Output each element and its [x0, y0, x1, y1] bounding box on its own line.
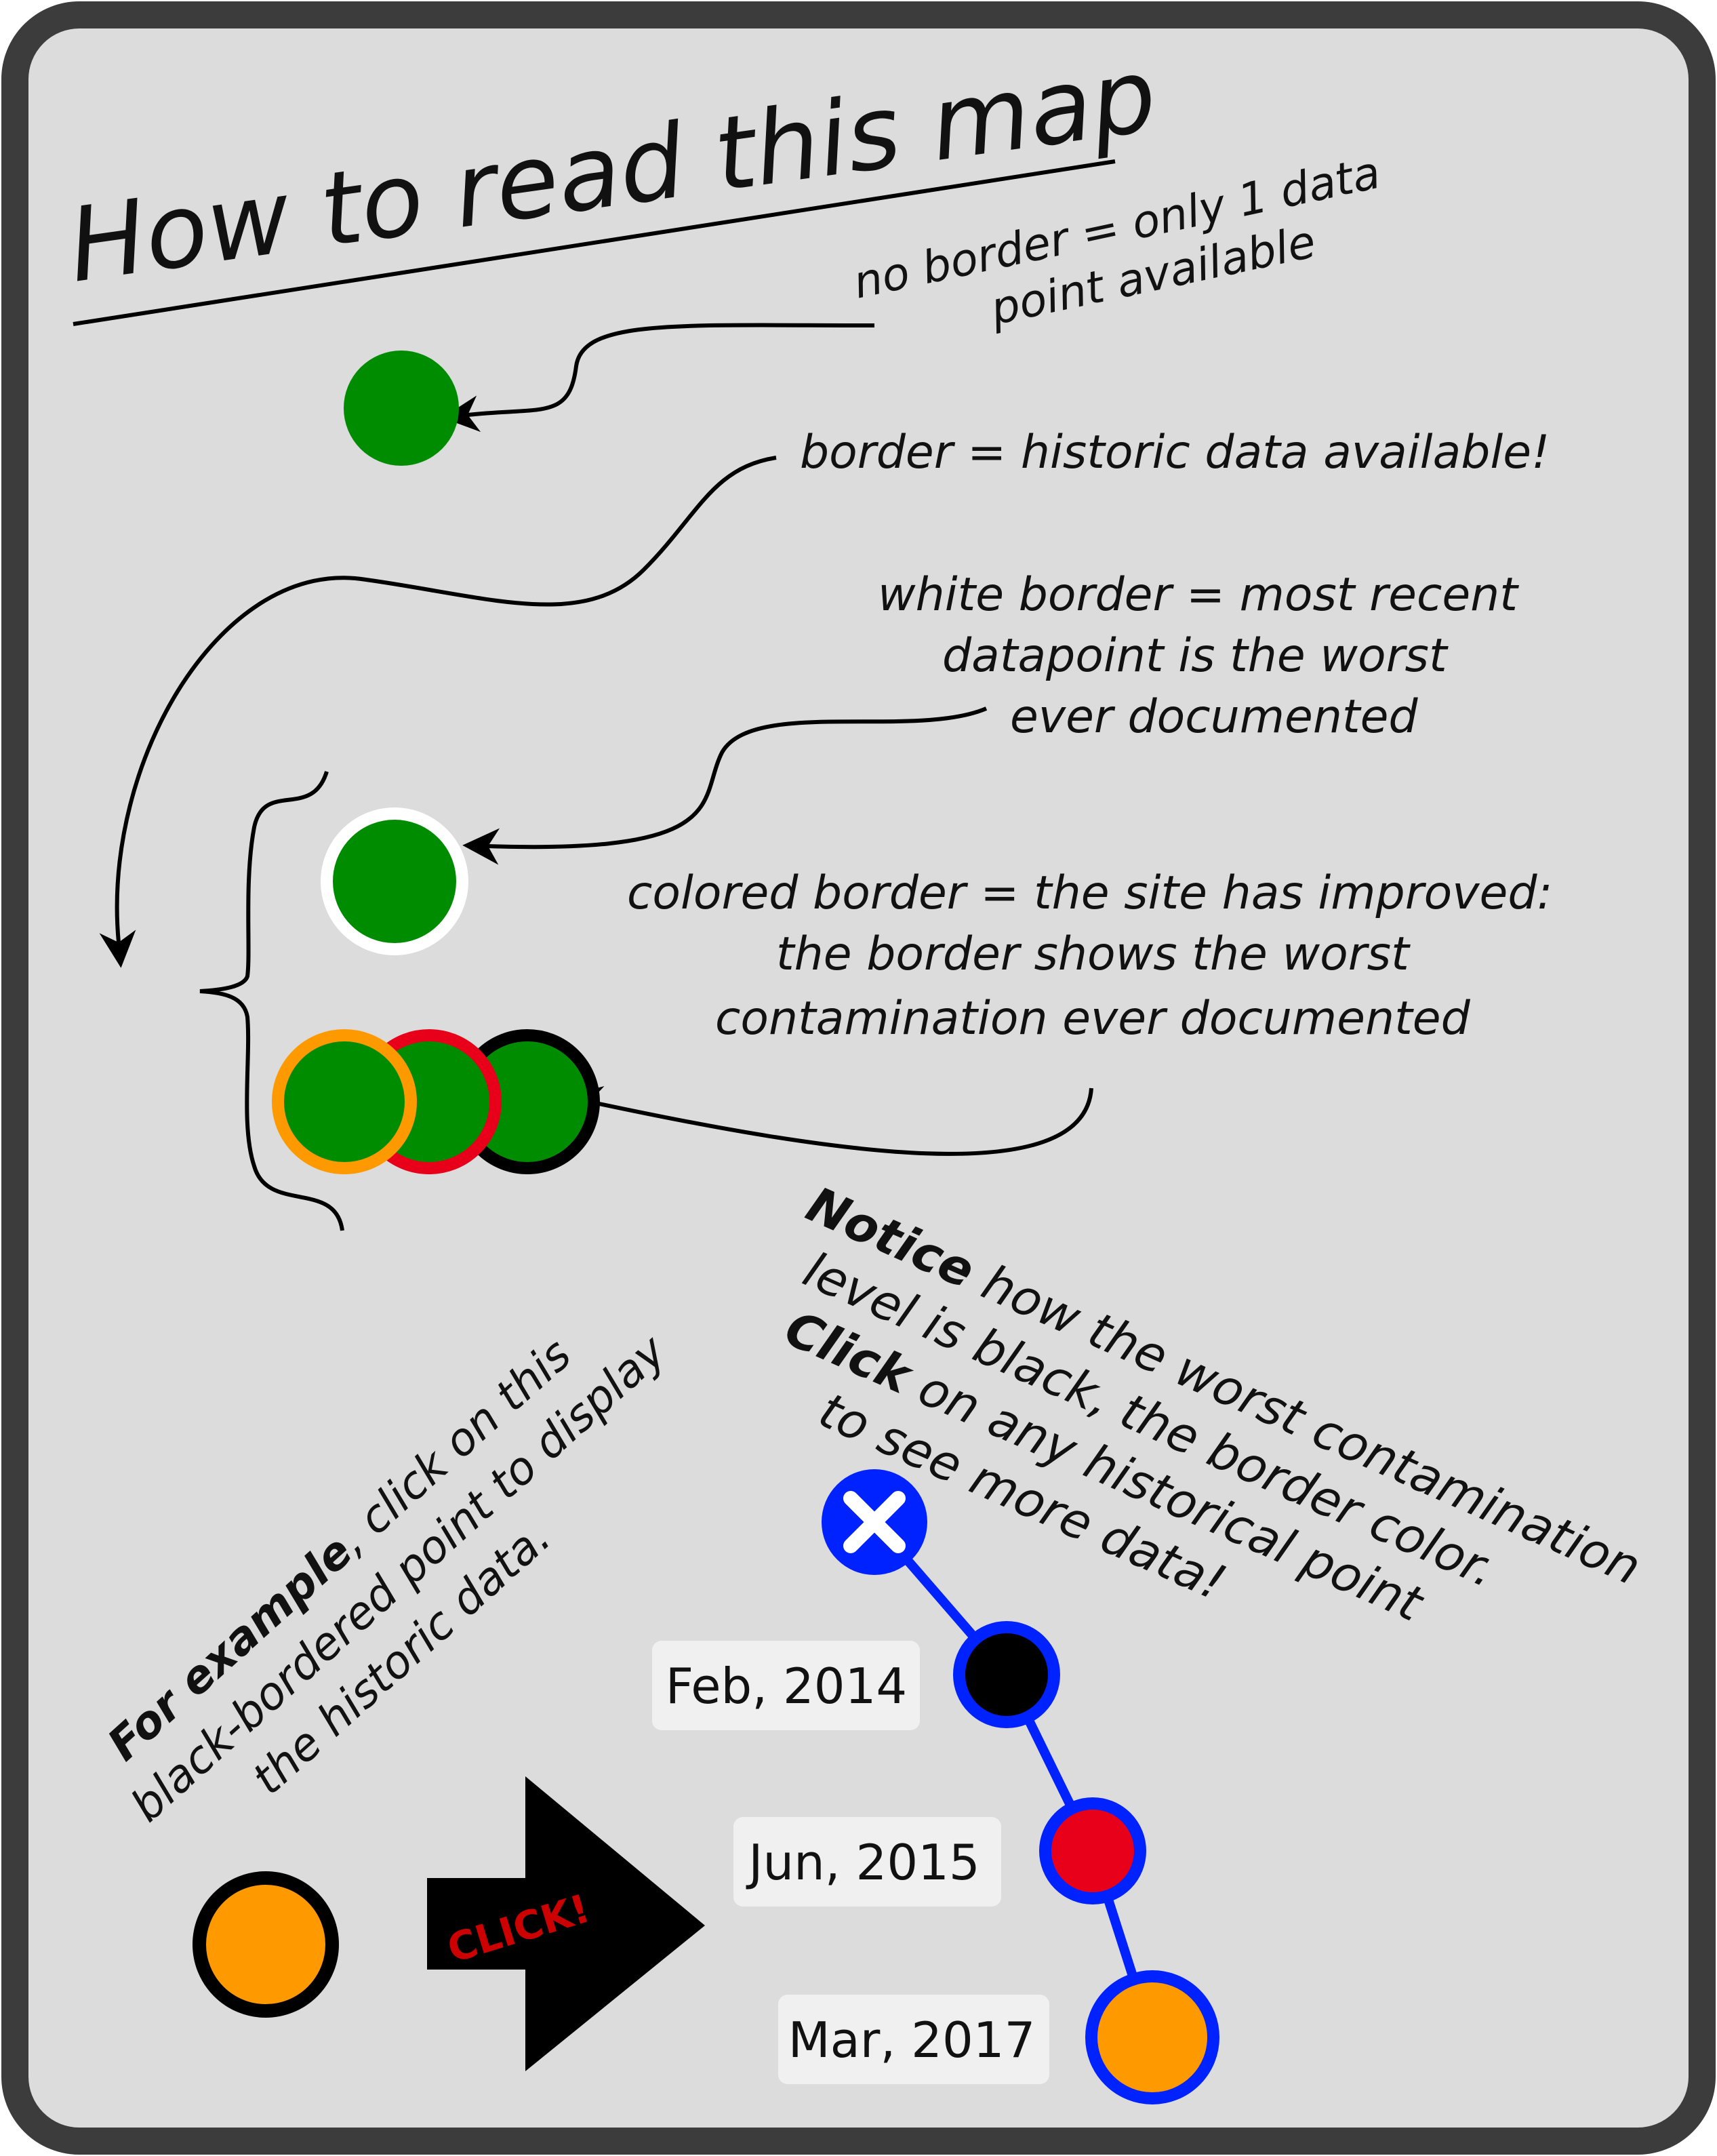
timeline-point-orange[interactable] [1085, 1970, 1219, 2104]
svg-text:white border = most recent: white border = most recent datapoint is … [878, 568, 1533, 744]
svg-text:colored border = the site has: colored border = the site has improved: … [627, 866, 1567, 1045]
note-white-border-line2: datapoint is the worst [942, 629, 1449, 683]
date-label-1: Feb, 2014 [666, 1658, 907, 1715]
note-colored-border-line2: the border shows the worst [776, 927, 1411, 981]
timeline-point-black[interactable] [953, 1621, 1060, 1728]
arrow-no-border [442, 323, 875, 433]
date-label-bg-1 [652, 1641, 920, 1730]
date-label-2: Jun, 2015 [746, 1834, 980, 1891]
arrow-colored-border [565, 1085, 1093, 1156]
note-colored-border-line1: colored border = the site has improved: [627, 866, 1552, 920]
note-white-border-line3: ever documented [1010, 690, 1418, 744]
timeline-point-red[interactable] [1039, 1797, 1146, 1904]
marker-white-border [321, 807, 468, 955]
note-colored-border: colored border = the site has improved: … [627, 866, 1567, 1045]
timeline: Feb, 2014 Jun, 2015 Mar, 2017 [652, 1469, 1219, 2104]
arrow-border [99, 456, 777, 968]
bracket [199, 771, 344, 1231]
example-marker[interactable] [193, 1871, 339, 2018]
date-label-bg-2 [733, 1817, 1001, 1907]
marker-orange-border [272, 1029, 417, 1174]
close-icon[interactable] [843, 1491, 906, 1553]
title-underline [73, 159, 1116, 326]
date-label-3: Mar, 2017 [788, 2012, 1036, 2069]
arrow-white-border [462, 706, 988, 865]
marker-no-border [344, 351, 459, 466]
note-colored-border-line3: contamination ever documented [715, 992, 1471, 1045]
date-label-bg-3 [778, 1995, 1049, 2084]
note-white-border: white border = most recent datapoint is … [878, 568, 1533, 744]
note-white-border-line1: white border = most recent [878, 568, 1519, 622]
note-border: border = historic data available! [800, 426, 1550, 479]
timeline-line [870, 1519, 1157, 2039]
click-arrow-icon: CLICK! [427, 1776, 705, 2071]
